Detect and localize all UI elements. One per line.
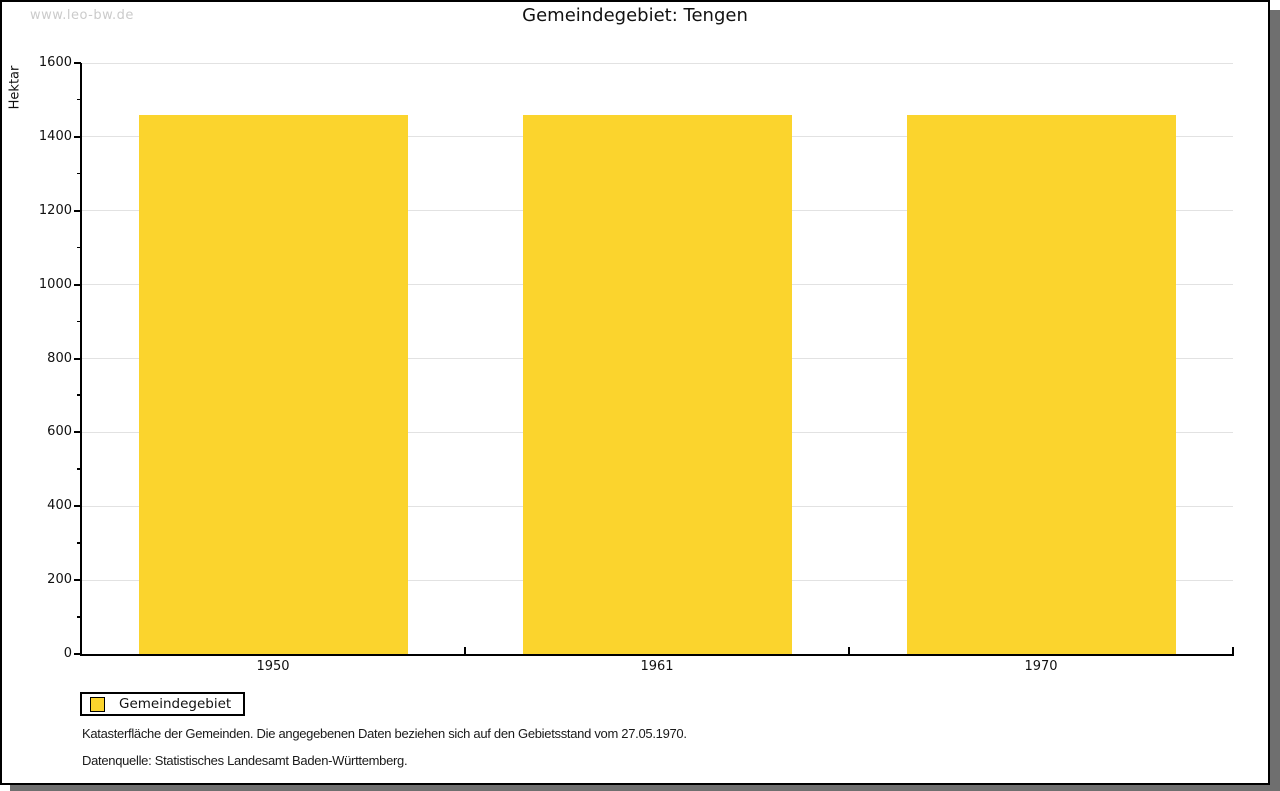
- x-axis-tick: [848, 647, 850, 654]
- legend-label: Gemeindegebiet: [119, 696, 232, 712]
- x-axis-tick: [1232, 647, 1234, 654]
- watermark: www.leo-bw.de: [30, 8, 134, 23]
- y-axis-minor-tick: [77, 542, 81, 544]
- y-axis-minor-tick: [77, 172, 81, 175]
- x-axis-line: [80, 654, 1234, 656]
- y-tick-label: 400: [47, 498, 72, 514]
- y-tick-label: 600: [47, 424, 72, 440]
- y-axis-major-tick: [74, 357, 81, 360]
- y-axis-major-tick: [74, 62, 81, 64]
- legend-swatch: [90, 696, 105, 712]
- y-axis-line: [80, 63, 82, 656]
- y-tick-label: 1200: [38, 202, 72, 218]
- y-tick-label: 1000: [38, 276, 72, 292]
- y-axis-major-tick: [74, 653, 81, 655]
- y-tick-label: 800: [47, 350, 72, 366]
- y-axis-major-tick: [74, 579, 81, 582]
- y-tick-label: 0: [63, 646, 72, 661]
- y-tick-label: 200: [47, 572, 72, 588]
- y-axis-minor-tick: [77, 616, 81, 618]
- y-axis-major-tick: [74, 209, 81, 212]
- y-tick-label: 1400: [38, 128, 72, 144]
- footnote-data-source: Datenquelle: Statistisches Landesamt Bad…: [82, 753, 408, 768]
- y-tick-label: 1600: [38, 55, 72, 70]
- y-axis-minor-tick: [77, 320, 81, 323]
- plot-area: 0 200 400 600 800 1000 1200 1400 1600 1950 1961 197…: [2, 2, 1268, 783]
- y-axis-major-tick: [74, 505, 81, 508]
- y-axis-minor-tick: [77, 468, 81, 470]
- y-axis-major-tick: [74, 135, 81, 138]
- y-axis-minor-tick: [77, 98, 81, 101]
- y-gridline: [81, 62, 1233, 64]
- y-axis-minor-tick: [77, 394, 81, 396]
- x-axis-tick: [464, 647, 466, 654]
- y-axis-major-tick: [74, 431, 81, 434]
- y-axis-major-tick: [74, 283, 81, 286]
- chart-title: Gemeindegebiet: Tengen: [522, 5, 748, 26]
- bar-1970: [906, 114, 1176, 654]
- legend: Gemeindegebiet: [80, 692, 246, 716]
- x-tick-label: 1961: [640, 659, 674, 674]
- footnote-source-note: Katasterfläche der Gemeinden. Die angege…: [82, 726, 687, 741]
- x-tick-label: 1970: [1024, 659, 1058, 674]
- bar-1961: [522, 114, 792, 654]
- y-axis-minor-tick: [77, 246, 81, 249]
- x-tick-label: 1950: [256, 659, 290, 674]
- bar-1950: [138, 114, 408, 654]
